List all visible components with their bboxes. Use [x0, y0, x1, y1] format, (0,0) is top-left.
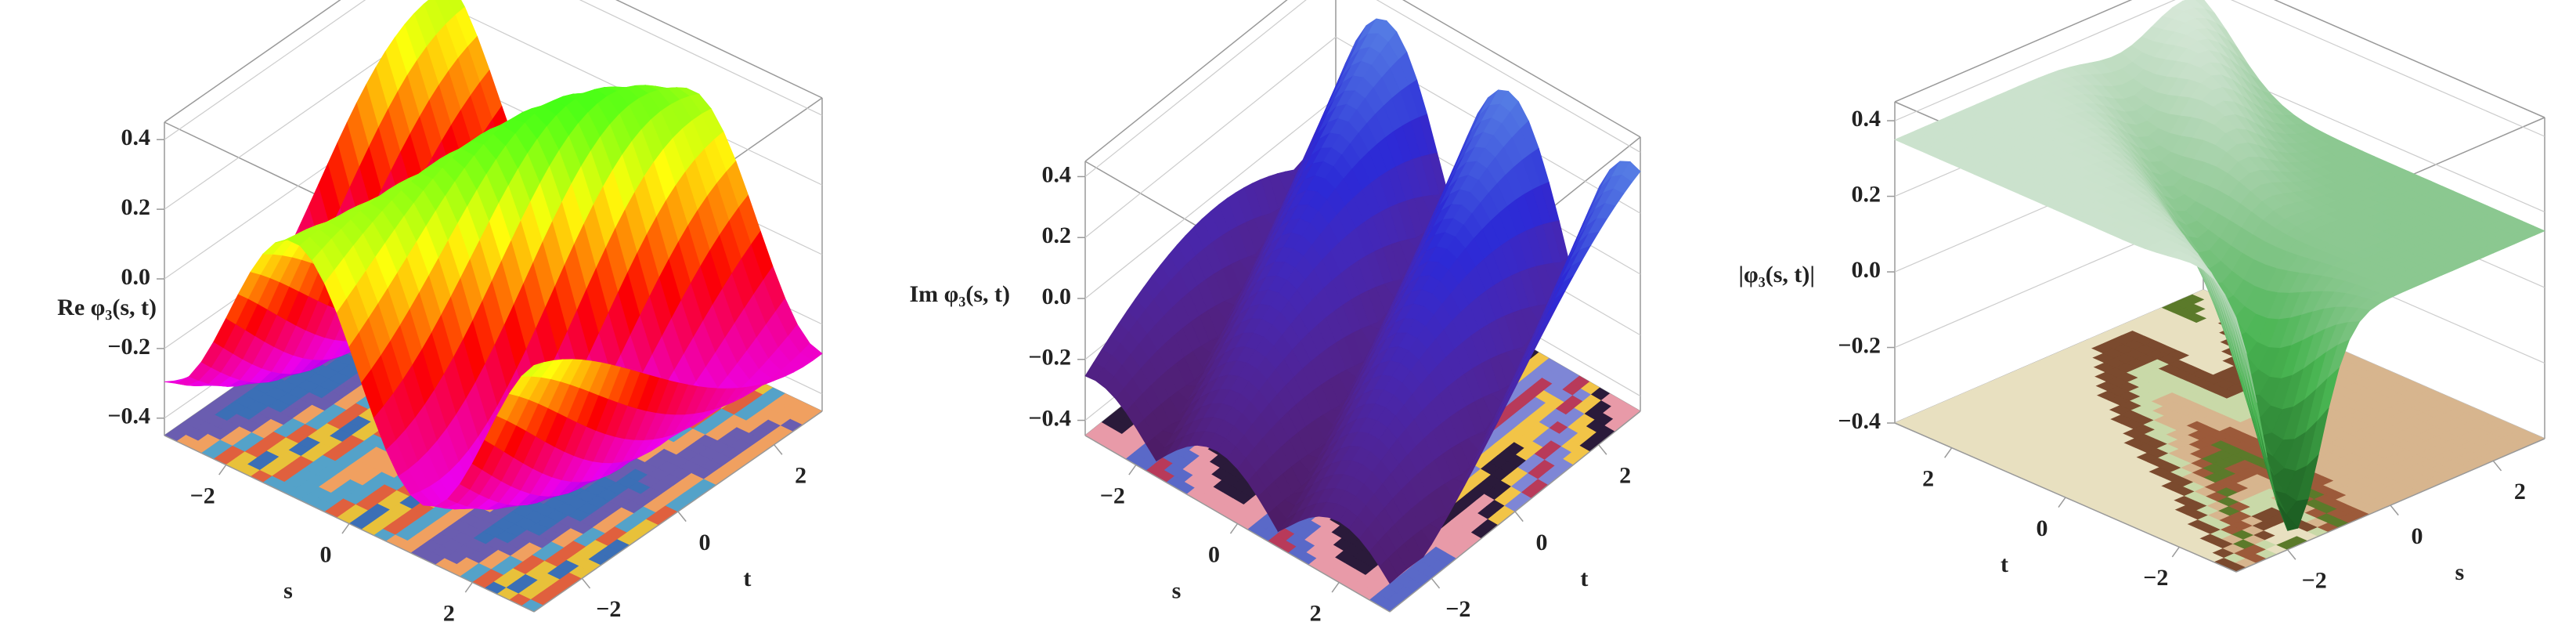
- x-tick: [1229, 523, 1239, 534]
- y-tick-label: 2: [795, 463, 806, 489]
- grid-line: [1376, 0, 1641, 153]
- y-tick: [677, 511, 687, 523]
- y-tick-label: −2: [596, 596, 621, 622]
- x-tick-label: 2: [1310, 600, 1322, 622]
- y-tick: [1431, 577, 1441, 589]
- z-tick-label: −0.4: [107, 403, 150, 429]
- x-tick-label: −2: [190, 483, 215, 508]
- y-tick: [1514, 511, 1524, 523]
- z-tick-label: 0.4: [121, 125, 151, 150]
- grid-line: [1084, 0, 1307, 177]
- box-edge: [615, 0, 823, 99]
- x-tick: [1331, 582, 1340, 593]
- z-tick-label: 0.4: [1042, 161, 1072, 187]
- z-tick-label: 0.2: [1042, 222, 1072, 248]
- y-tick-label: 2: [1619, 463, 1631, 489]
- x-axis-label: s: [283, 578, 293, 604]
- z-axis-label: Im φ₃(s, t): [909, 281, 1010, 307]
- y-tick-label: −2: [1445, 596, 1470, 622]
- x-axis-label: s: [1172, 578, 1182, 604]
- grid-line: [1084, 36, 1337, 238]
- x-tick: [341, 523, 350, 534]
- x-tick: [218, 465, 227, 476]
- box-edge: [1084, 0, 1288, 162]
- z-axis-label: Re φ₃(s, t): [57, 295, 157, 320]
- z-tick-label: 0.0: [121, 264, 151, 290]
- y-axis-label: t: [743, 566, 751, 591]
- x-tick-label: 0: [1208, 541, 1220, 567]
- box-edge: [1402, 0, 1641, 138]
- surface-patch: [521, 362, 545, 377]
- y-tick: [1598, 444, 1607, 455]
- z-tick-label: 0.0: [1042, 284, 1072, 309]
- grid-line: [1084, 97, 1337, 299]
- y-tick-label: 0: [1536, 530, 1548, 555]
- x-tick-label: 2: [443, 600, 455, 622]
- y-tick-label: 0: [699, 530, 711, 555]
- z-tick-label: −0.2: [1028, 345, 1071, 371]
- y-tick: [581, 577, 591, 589]
- grid-line: [164, 0, 366, 140]
- box-edge: [164, 0, 341, 123]
- x-tick-label: 0: [320, 541, 332, 567]
- z-tick-label: −0.2: [107, 334, 150, 360]
- z-tick-label: −0.4: [1028, 405, 1071, 431]
- y-tick: [774, 444, 783, 455]
- z-tick-label: 0.2: [121, 194, 151, 220]
- x-tick: [1128, 465, 1137, 476]
- y-axis-label: t: [1580, 566, 1588, 591]
- grid-line: [579, 0, 823, 116]
- x-tick: [464, 582, 473, 593]
- x-tick-label: −2: [1100, 483, 1125, 508]
